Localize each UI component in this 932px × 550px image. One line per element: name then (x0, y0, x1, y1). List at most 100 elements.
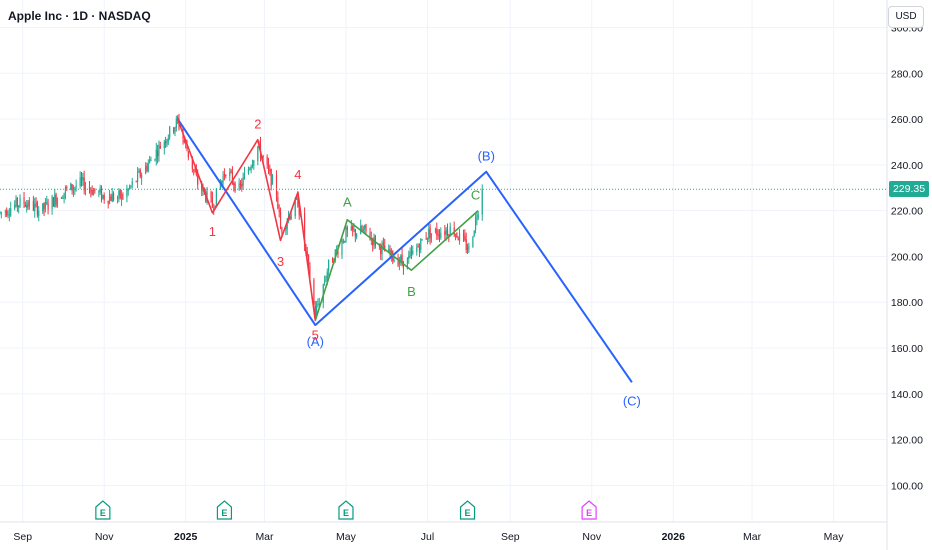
candle-body (242, 177, 244, 186)
candle-body (279, 212, 282, 229)
candle-body (328, 259, 330, 271)
price-tick-label: 200.00 (891, 251, 923, 263)
candle-body (406, 257, 409, 270)
candle-body (186, 144, 188, 151)
candle-body (290, 215, 292, 220)
candle-body (474, 217, 477, 230)
candle-body (52, 197, 55, 207)
candle-body (295, 198, 298, 200)
candle-body (32, 200, 34, 211)
candle-body (381, 244, 383, 255)
candle-body (466, 248, 469, 251)
candle-body (294, 199, 296, 217)
candle-body (420, 238, 422, 251)
candle-body (382, 243, 384, 245)
candle-body (0, 212, 2, 214)
candle-body (211, 197, 213, 208)
candle-body (219, 183, 222, 190)
candle-body (239, 183, 242, 185)
candle-body (250, 166, 252, 170)
earnings-label: E (586, 508, 592, 518)
candle-body (90, 190, 92, 192)
candle-body (126, 190, 128, 198)
candle-body (314, 305, 316, 317)
candle-body (167, 137, 169, 142)
wave-label: 1 (209, 224, 216, 239)
candlestick-series (0, 113, 483, 322)
earnings-shape (581, 500, 597, 520)
candle-body (155, 149, 157, 160)
candle-body (44, 202, 47, 210)
candle-body (191, 156, 193, 170)
candle-body (174, 127, 176, 134)
wave-label: 5 (312, 327, 319, 342)
candle-body (150, 159, 152, 162)
candle-body (388, 248, 390, 252)
candle-body (108, 196, 111, 204)
candle-body (412, 250, 414, 254)
candle-body (458, 232, 461, 242)
price-tick-label: 280.00 (891, 68, 923, 80)
candle-body (473, 230, 475, 236)
candle-body (80, 177, 83, 181)
candle-body (231, 171, 234, 183)
candle-body (70, 183, 72, 190)
candle-body (119, 189, 121, 199)
candle-body (34, 203, 36, 212)
time-tick-label: Nov (582, 531, 601, 543)
candle-body (344, 240, 346, 242)
candle-body (464, 235, 466, 240)
candle-body (440, 232, 442, 238)
candle-body (7, 213, 9, 215)
candle-body (262, 156, 264, 158)
candle-body (417, 245, 419, 248)
wave-label: (B) (478, 149, 495, 164)
candle-body (149, 159, 151, 163)
candle-body (210, 192, 212, 198)
candle-body (269, 169, 271, 171)
earnings-icon: E (338, 500, 354, 520)
time-tick-label: Mar (743, 531, 762, 543)
candle-body (472, 237, 474, 248)
candle-body (241, 183, 243, 187)
candle-body (332, 258, 334, 263)
price-tick-label: 100.00 (891, 480, 923, 492)
candle-body (128, 186, 131, 188)
candle-body (169, 126, 171, 138)
time-tick-label: Sep (13, 531, 32, 543)
candle-body (74, 187, 76, 189)
chart-title: Apple Inc · 1D · NASDAQ (8, 9, 151, 23)
candle-body (122, 194, 124, 199)
candle-body (298, 207, 300, 216)
candle-body (408, 255, 410, 260)
candle-body (66, 186, 68, 189)
price-axis[interactable]: 100.00 120.00 140.00 160.00 180.00 200.00 220.… (886, 0, 932, 550)
candle-body (63, 192, 65, 199)
candle-body (175, 118, 177, 129)
candle-body (43, 202, 45, 210)
candle-body (267, 164, 270, 170)
candle-body (353, 229, 355, 231)
time-axis[interactable]: Sep Nov 2025 Mar May Jul Sep Nov 2026 Mar May (0, 521, 887, 543)
time-tick-label: Mar (255, 531, 274, 543)
wave-line-major (176, 118, 633, 383)
candle-body (448, 235, 450, 237)
candle-body (24, 204, 26, 207)
candle-body (4, 211, 6, 213)
candle-body (362, 229, 364, 232)
currency-button[interactable]: USD (888, 6, 924, 28)
candle-body (47, 203, 49, 210)
candle-body (221, 180, 223, 185)
candle-body (145, 165, 147, 174)
candle-body (177, 117, 179, 119)
candle-body (75, 185, 77, 187)
last-price-tag: 229.35 (889, 181, 929, 198)
candle-body (285, 227, 287, 231)
earnings-icon: E (95, 500, 111, 520)
candle-body (326, 271, 328, 279)
candle-body (46, 202, 48, 204)
candle-body (465, 239, 467, 250)
earnings-icon: E (459, 500, 476, 520)
candle-body (154, 159, 156, 161)
